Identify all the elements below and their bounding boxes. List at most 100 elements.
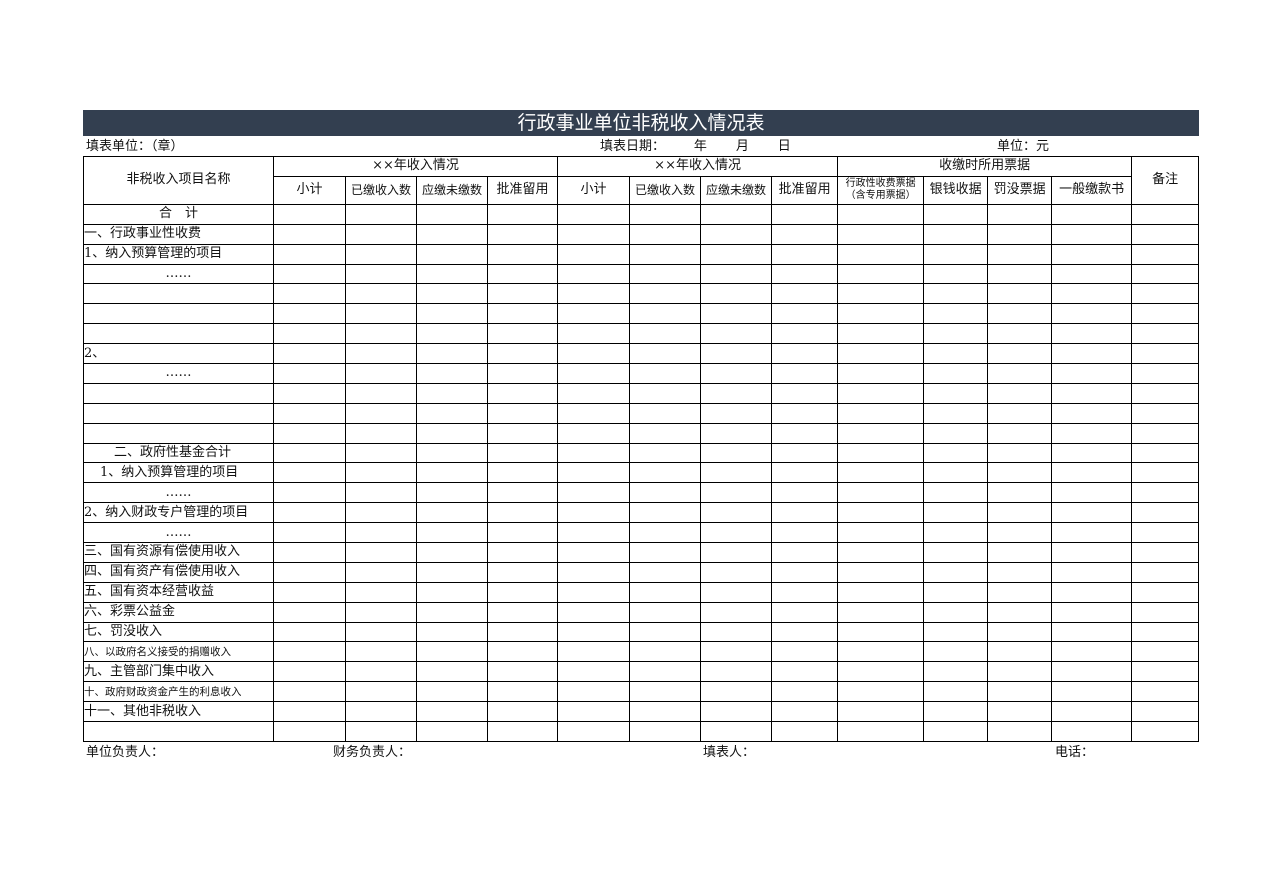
data-cell[interactable] [923, 601, 989, 623]
data-cell[interactable] [486, 422, 559, 444]
data-cell[interactable] [923, 721, 989, 742]
data-cell[interactable] [416, 243, 488, 265]
data-cell[interactable] [273, 561, 346, 583]
data-cell[interactable] [273, 402, 346, 424]
data-cell[interactable] [416, 482, 488, 504]
data-cell[interactable] [923, 363, 989, 384]
data-cell[interactable] [700, 343, 773, 365]
data-cell[interactable] [557, 701, 631, 723]
data-cell[interactable] [557, 601, 631, 623]
data-cell[interactable] [273, 542, 346, 563]
data-cell[interactable] [837, 502, 925, 524]
data-cell[interactable] [771, 502, 839, 524]
data-cell[interactable] [416, 343, 488, 365]
data-cell[interactable] [486, 363, 559, 384]
data-cell[interactable] [987, 243, 1053, 265]
data-cell[interactable] [700, 482, 773, 504]
data-cell[interactable] [700, 283, 773, 305]
data-cell[interactable] [486, 482, 559, 504]
data-cell[interactable] [1131, 701, 1200, 723]
data-cell[interactable] [486, 502, 559, 524]
data-cell[interactable] [345, 661, 417, 683]
data-cell[interactable] [557, 661, 631, 683]
data-cell[interactable] [1131, 601, 1200, 623]
data-cell[interactable] [629, 701, 702, 723]
data-cell[interactable] [486, 721, 559, 742]
data-cell[interactable] [771, 661, 839, 683]
data-cell[interactable] [273, 303, 346, 325]
data-cell[interactable] [771, 343, 839, 365]
data-cell[interactable] [987, 701, 1053, 723]
data-cell[interactable] [923, 223, 989, 245]
data-cell[interactable] [273, 442, 346, 464]
data-cell[interactable] [923, 641, 989, 663]
data-cell[interactable] [987, 661, 1053, 683]
data-cell[interactable] [557, 641, 631, 663]
data-cell[interactable] [837, 402, 925, 424]
data-cell[interactable] [923, 621, 989, 643]
data-cell[interactable] [629, 462, 702, 484]
data-cell[interactable] [987, 442, 1053, 464]
data-cell[interactable] [345, 363, 417, 384]
data-cell[interactable] [557, 442, 631, 464]
data-cell[interactable] [557, 681, 631, 703]
data-cell[interactable] [416, 502, 488, 524]
data-cell[interactable] [923, 701, 989, 723]
data-cell[interactable] [416, 561, 488, 583]
data-cell[interactable] [273, 382, 346, 404]
data-cell[interactable] [987, 502, 1053, 524]
data-cell[interactable] [923, 283, 989, 305]
data-cell[interactable] [700, 422, 773, 444]
data-cell[interactable] [771, 203, 839, 225]
data-cell[interactable] [771, 561, 839, 583]
data-cell[interactable] [837, 581, 925, 603]
data-cell[interactable] [273, 482, 346, 504]
data-cell[interactable] [923, 661, 989, 683]
data-cell[interactable] [416, 442, 488, 464]
data-cell[interactable] [923, 462, 989, 484]
data-cell[interactable] [273, 462, 346, 484]
data-cell[interactable] [486, 303, 559, 325]
data-cell[interactable] [1051, 263, 1133, 285]
data-cell[interactable] [987, 721, 1053, 742]
data-cell[interactable] [700, 363, 773, 384]
data-cell[interactable] [923, 542, 989, 563]
data-cell[interactable] [987, 363, 1053, 384]
data-cell[interactable] [771, 243, 839, 265]
data-cell[interactable] [557, 263, 631, 285]
data-cell[interactable] [557, 581, 631, 603]
data-cell[interactable] [416, 422, 488, 444]
data-cell[interactable] [629, 243, 702, 265]
data-cell[interactable] [416, 363, 488, 384]
data-cell[interactable] [700, 701, 773, 723]
data-cell[interactable] [1131, 343, 1200, 365]
data-cell[interactable] [629, 263, 702, 285]
data-cell[interactable] [700, 223, 773, 245]
data-cell[interactable] [416, 223, 488, 245]
data-cell[interactable] [1131, 363, 1200, 384]
data-cell[interactable] [987, 681, 1053, 703]
data-cell[interactable] [1051, 701, 1133, 723]
data-cell[interactable] [557, 223, 631, 245]
data-cell[interactable] [987, 263, 1053, 285]
data-cell[interactable] [629, 382, 702, 404]
data-cell[interactable] [771, 223, 839, 245]
data-cell[interactable] [987, 223, 1053, 245]
data-cell[interactable] [1131, 283, 1200, 305]
data-cell[interactable] [987, 482, 1053, 504]
data-cell[interactable] [629, 661, 702, 683]
data-cell[interactable] [1051, 343, 1133, 365]
data-cell[interactable] [345, 721, 417, 742]
data-cell[interactable] [345, 561, 417, 583]
data-cell[interactable] [837, 661, 925, 683]
data-cell[interactable] [629, 343, 702, 365]
data-cell[interactable] [1051, 621, 1133, 643]
data-cell[interactable] [273, 581, 346, 603]
data-cell[interactable] [700, 382, 773, 404]
data-cell[interactable] [923, 323, 989, 345]
data-cell[interactable] [923, 382, 989, 404]
data-cell[interactable] [557, 283, 631, 305]
data-cell[interactable] [416, 402, 488, 424]
data-cell[interactable] [486, 283, 559, 305]
data-cell[interactable] [987, 621, 1053, 643]
